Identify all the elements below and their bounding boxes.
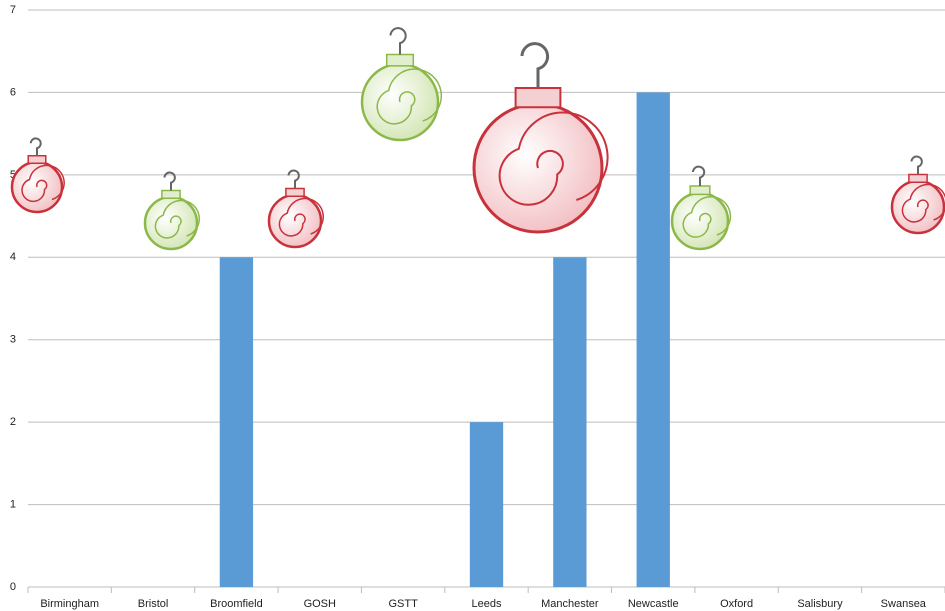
ornament xyxy=(892,156,945,233)
x-tick-label: Birmingham xyxy=(40,598,99,610)
bar xyxy=(553,257,587,587)
y-tick-label: 7 xyxy=(10,4,16,16)
decorations xyxy=(12,28,945,249)
bar xyxy=(636,92,670,587)
y-tick-label: 5 xyxy=(10,169,16,181)
ornament xyxy=(362,28,441,140)
x-tick-label: Manchester xyxy=(541,598,599,610)
y-tick-label: 0 xyxy=(10,581,16,593)
ornament xyxy=(145,172,199,249)
x-tick-label: Salisbury xyxy=(797,598,843,610)
x-tick-label: Leeds xyxy=(472,598,502,610)
x-tick-label: Oxford xyxy=(720,598,753,610)
x-tick-label: Bristol xyxy=(138,598,169,610)
bar xyxy=(469,422,504,587)
ornament xyxy=(269,170,323,247)
x-tick-label: Broomfield xyxy=(210,598,263,610)
bar xyxy=(219,257,254,587)
y-tick-label: 2 xyxy=(10,416,16,428)
ornament xyxy=(474,44,608,232)
ornament xyxy=(672,167,730,249)
x-tick-label: GSTT xyxy=(388,598,418,610)
y-tick-label: 4 xyxy=(10,251,16,263)
x-tick-label: Swansea xyxy=(881,598,927,610)
y-tick-label: 6 xyxy=(10,86,16,98)
ornament xyxy=(12,138,64,212)
y-tick-label: 1 xyxy=(10,498,16,510)
x-tick-label: GOSH xyxy=(304,598,336,610)
x-tick-label: Newcastle xyxy=(628,598,679,610)
y-tick-label: 3 xyxy=(10,334,16,346)
plot-area: 0 1 2 3 4 5 6 7 Birmingham Bristol Broomfield GOSH G… xyxy=(10,4,945,610)
